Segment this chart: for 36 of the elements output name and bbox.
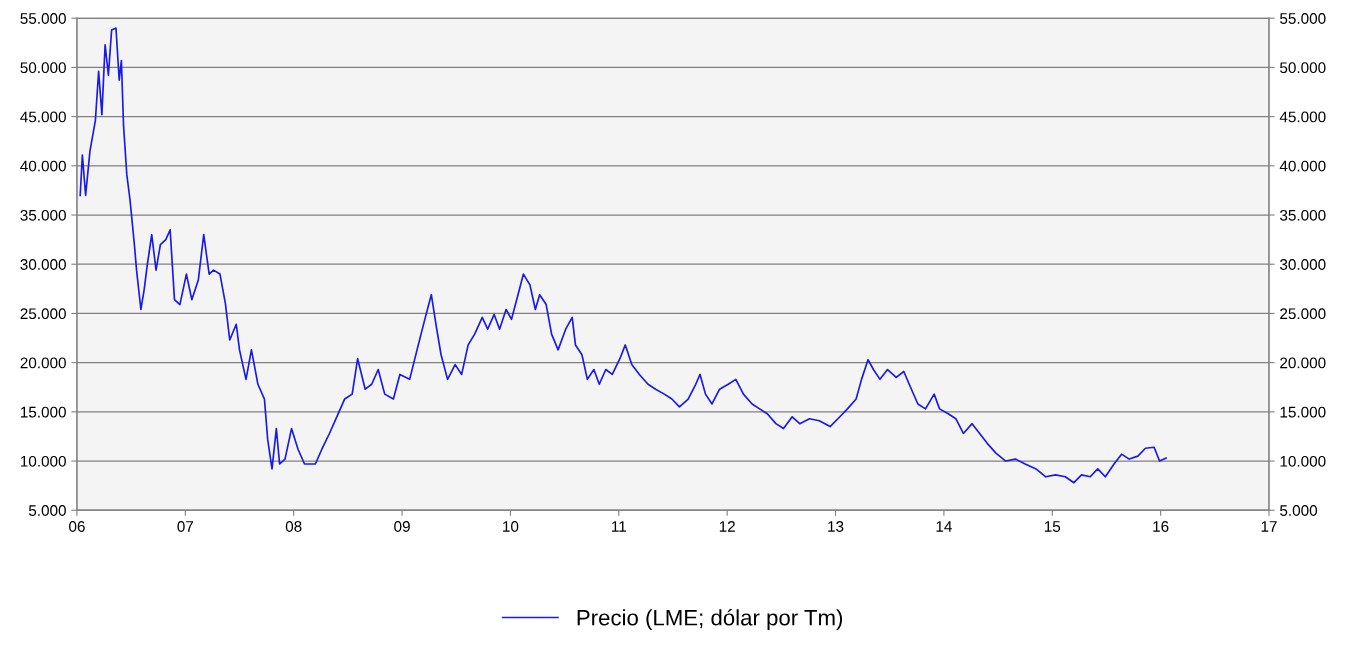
y-tick-label: 15.000 [20, 406, 66, 418]
x-tick-label: 10 [503, 521, 519, 532]
y2-tick-label: 55.000 [1280, 13, 1326, 24]
legend-label: Precio (LME; dólar por Tm) [577, 608, 843, 630]
y2-tick-label: 30.000 [1280, 259, 1326, 270]
y2-tick-label: 25.000 [1280, 308, 1326, 320]
y-tick-label: 25.000 [20, 308, 66, 320]
y-tick-label: 5.000 [28, 505, 66, 516]
y2-tick-label: 50.000 [1280, 62, 1326, 74]
x-tick-label: 08 [285, 521, 302, 532]
y-tick-label: 20.000 [20, 357, 66, 369]
y-tick-label: 10.000 [20, 455, 66, 467]
line-series [79, 27, 1167, 484]
y2-tick-label: 35.000 [1280, 209, 1326, 221]
x-tick-label: 09 [394, 521, 410, 532]
x-tick-label: 17 [1261, 521, 1277, 532]
y2-tick-label: 20.000 [1280, 357, 1326, 369]
x-tick-label: 07 [177, 521, 194, 532]
y2-tick-label: 5.000 [1280, 505, 1318, 516]
x-tick-label: 12 [719, 521, 735, 532]
x-tick-label: 15 [1044, 521, 1061, 532]
x-tick-label: 14 [936, 521, 952, 532]
y2-tick-label: 15.000 [1280, 406, 1326, 418]
y-tick-label: 50.000 [20, 62, 66, 74]
y-tick-label: 55.000 [20, 13, 66, 24]
y-tick-label: 45.000 [20, 111, 66, 123]
y-tick-label: 35.000 [20, 209, 66, 221]
x-tick-label: 16 [1153, 521, 1169, 532]
y-tick-label: 40.000 [20, 160, 66, 172]
y2-tick-label: 40.000 [1279, 160, 1326, 172]
x-tick-label: 13 [828, 521, 844, 532]
y2-tick-label: 10.000 [1280, 455, 1326, 467]
x-tick-label: 06 [69, 521, 85, 532]
y-tick-label: 30.000 [20, 259, 66, 270]
x-tick-label: 11 [612, 521, 626, 532]
y2-tick-label: 45.000 [1279, 111, 1326, 123]
